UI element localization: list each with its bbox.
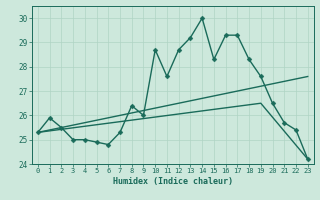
X-axis label: Humidex (Indice chaleur): Humidex (Indice chaleur): [113, 177, 233, 186]
